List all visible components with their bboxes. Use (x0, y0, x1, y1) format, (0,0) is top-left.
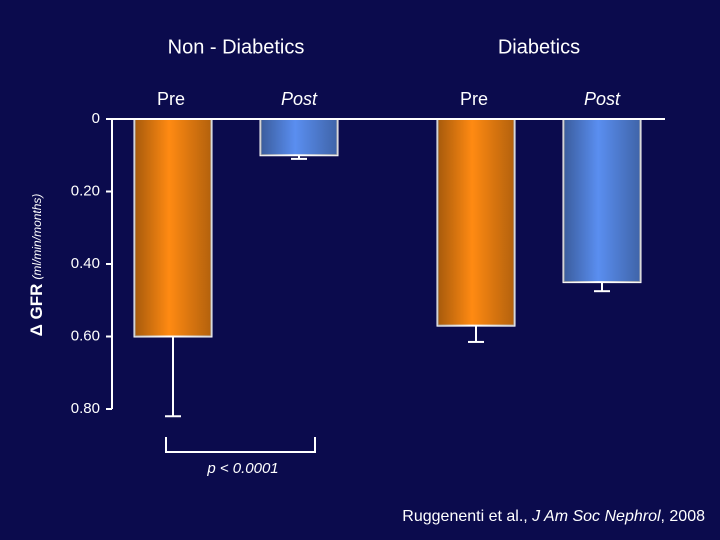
y-tick-label: 0.80 (71, 400, 100, 417)
bracket (165, 437, 316, 453)
annotation: p < 0.0001 (206, 460, 278, 477)
y-label-symbol: Δ GFR (27, 284, 46, 337)
source: Ruggenenti et al., J Am Soc Nephrol, 200… (402, 508, 705, 525)
y-label-units: (ml/min/months) (30, 194, 44, 280)
bar-shade (260, 119, 338, 156)
bar-shade (134, 119, 212, 337)
y-tick-label: 0.40 (71, 255, 100, 272)
bar-label: Pre (460, 89, 488, 109)
bar-shade (563, 119, 641, 283)
bar-label: Pre (157, 89, 185, 109)
bar-label: Post (281, 89, 318, 109)
y-tick-label: 0 (92, 110, 100, 127)
y-tick-label: 0.60 (71, 327, 100, 344)
source-authors: Ruggenenti et al., (402, 508, 532, 525)
y-tick-label: 0.20 (71, 182, 100, 199)
bar-shade (437, 119, 515, 326)
y-axis-title-text: Δ GFR (ml/min/months) (27, 194, 46, 337)
source-year: , 2008 (661, 508, 706, 525)
source-journal: J Am Soc Nephrol (531, 508, 661, 525)
group-title: Non - Diabetics (168, 36, 305, 58)
y-axis-title: Δ GFR (ml/min/months) (27, 194, 46, 337)
group-title: Diabetics (498, 36, 580, 58)
bar-label: Post (584, 89, 621, 109)
